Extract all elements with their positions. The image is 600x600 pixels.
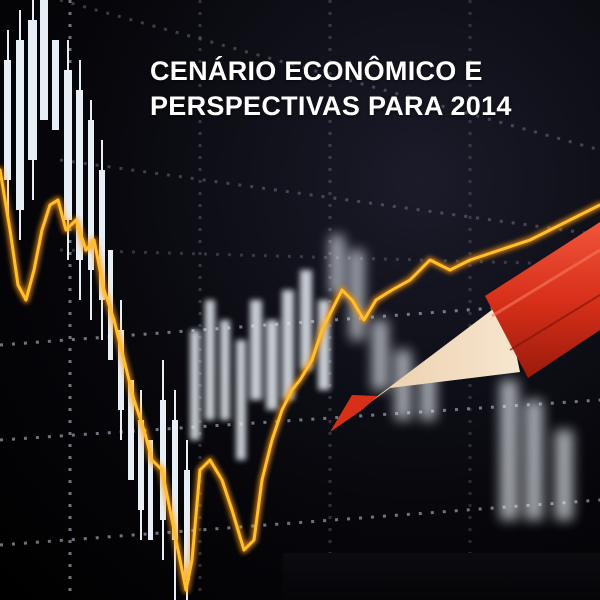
bottom-dark-panel xyxy=(283,553,600,600)
cover-title: CENÁRIO ECONÔMICO E PERSPECTIVAS PARA 20… xyxy=(150,54,580,124)
red-pencil-icon xyxy=(330,222,600,432)
cover-title-line-2: PERSPECTIVAS PARA 2014 xyxy=(150,91,512,121)
cover-title-line-1: CENÁRIO ECONÔMICO E xyxy=(150,56,483,86)
trend-line xyxy=(0,166,600,594)
